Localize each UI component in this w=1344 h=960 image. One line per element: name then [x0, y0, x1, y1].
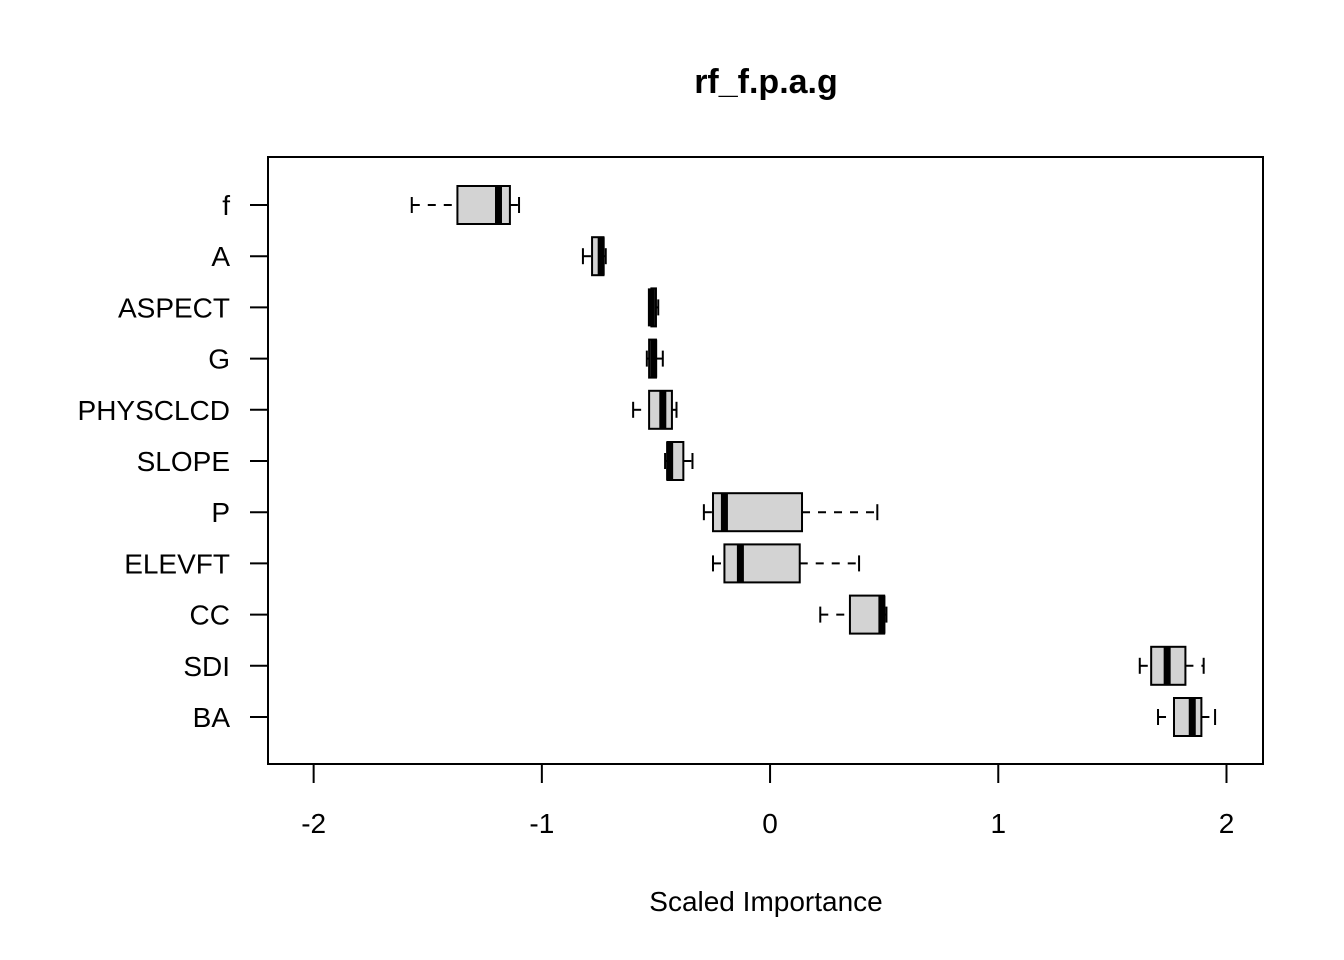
y-tick-label: P	[211, 497, 230, 528]
x-tick-label: -1	[529, 808, 554, 839]
x-tick-label: 0	[762, 808, 778, 839]
box-ba	[1157, 697, 1217, 737]
x-tick-label: -2	[301, 808, 326, 839]
y-tick-label: SDI	[183, 651, 230, 682]
y-tick-label: CC	[190, 600, 230, 631]
box-aspect	[647, 287, 660, 328]
box-a	[581, 236, 607, 277]
y-tick-label: SLOPE	[137, 446, 230, 477]
y-tick-label: A	[211, 241, 230, 272]
chart-title: rf_f.p.a.g	[694, 63, 838, 101]
boxes	[410, 185, 1217, 737]
iqr-box	[1172, 697, 1203, 737]
box-p	[702, 492, 879, 533]
y-tick-label: f	[222, 190, 230, 221]
box-physclcd	[632, 389, 678, 430]
y-tick-label: G	[208, 344, 230, 375]
x-tick-label: 1	[990, 808, 1006, 839]
box-f	[410, 185, 521, 225]
x-tick-label: 2	[1219, 808, 1235, 839]
x-axis-title: Scaled Importance	[649, 886, 882, 917]
iqr-box	[456, 185, 511, 225]
y-axis: fA ASPECT G PHYSCLCD SLOPE P ELEVFT CC SDI BA	[78, 190, 268, 733]
box-slope	[664, 441, 694, 481]
y-tick-label: ELEVFT	[124, 548, 230, 579]
x-axis: -2 -1 0 1 2	[301, 763, 1235, 839]
iqr-box	[723, 543, 801, 584]
y-tick-label: PHYSCLCD	[78, 395, 230, 426]
box-cc	[819, 594, 888, 635]
plot-frame	[267, 156, 1264, 765]
y-tick-label: ASPECT	[118, 292, 230, 323]
box-g	[645, 338, 664, 379]
box-elevft	[712, 543, 861, 584]
box-sdi	[1138, 645, 1205, 686]
y-tick-label: BA	[193, 702, 231, 733]
